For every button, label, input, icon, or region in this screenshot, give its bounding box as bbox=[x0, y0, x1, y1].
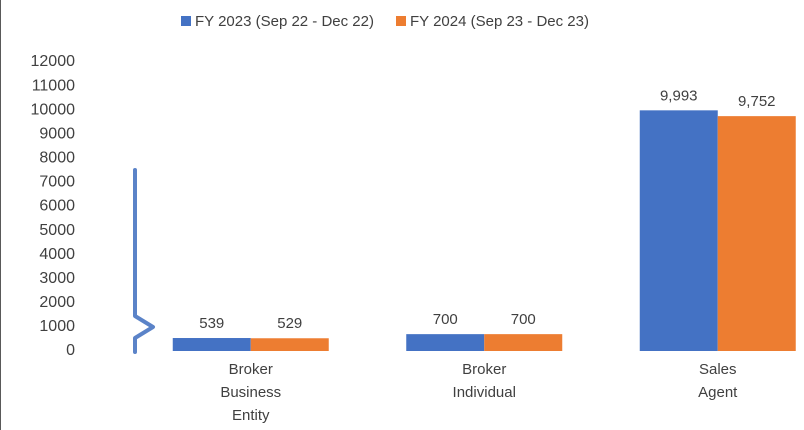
data-label: 539 bbox=[199, 315, 224, 332]
y-tick-label: 6000 bbox=[39, 198, 75, 215]
y-tick-label: 0 bbox=[66, 342, 75, 359]
bar bbox=[406, 334, 485, 351]
data-label: 700 bbox=[511, 311, 536, 328]
bar bbox=[484, 334, 563, 351]
legend-label: FY 2024 (Sep 23 - Dec 23) bbox=[410, 13, 589, 30]
bar bbox=[717, 116, 796, 351]
y-tick-label: 12000 bbox=[31, 53, 76, 70]
data-label: 529 bbox=[277, 315, 302, 332]
y-tick-label: 5000 bbox=[39, 222, 75, 239]
data-label: 9,993 bbox=[660, 87, 698, 104]
y-tick-label: 3000 bbox=[39, 270, 75, 287]
legend-swatch bbox=[396, 16, 406, 26]
y-tick-label: 7000 bbox=[39, 174, 75, 191]
y-tick-label: 8000 bbox=[39, 150, 75, 167]
x-tick-label: Broker Individual bbox=[453, 361, 516, 401]
axis-break bbox=[133, 168, 155, 354]
data-label: 700 bbox=[433, 311, 458, 328]
bar bbox=[639, 110, 718, 351]
legend-label: FY 2023 (Sep 22 - Dec 22) bbox=[195, 13, 374, 30]
x-tick-label: Sales Agent bbox=[698, 361, 738, 401]
y-tick-label: 4000 bbox=[39, 246, 75, 263]
y-tick-label: 2000 bbox=[39, 294, 75, 311]
legend-swatch bbox=[181, 16, 191, 26]
x-tick-label: Broker Business Entity bbox=[220, 361, 281, 424]
y-tick-label: 9000 bbox=[39, 125, 75, 142]
y-tick-label: 11000 bbox=[32, 77, 75, 94]
y-tick-label: 10000 bbox=[31, 101, 76, 118]
y-tick-label: 1000 bbox=[39, 318, 75, 335]
bar bbox=[250, 338, 329, 351]
bar bbox=[172, 338, 251, 351]
data-label: 9,752 bbox=[738, 93, 776, 110]
